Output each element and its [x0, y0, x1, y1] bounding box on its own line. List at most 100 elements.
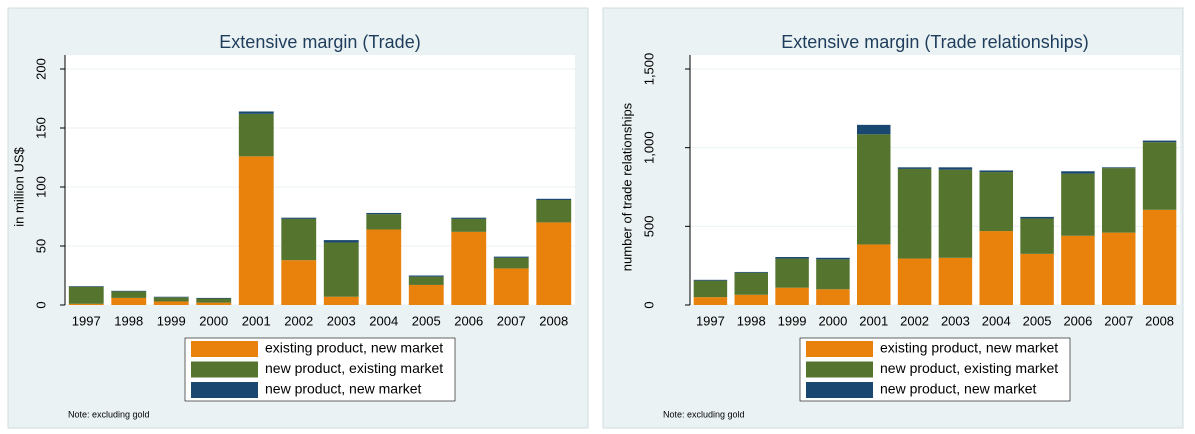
note: Note: excluding gold [663, 409, 745, 419]
bar-segment [408, 276, 444, 285]
bar-segment [366, 212, 402, 215]
y-tick-label: 200 [33, 58, 48, 80]
bar-segment [281, 218, 317, 261]
bar-segment [1020, 218, 1054, 254]
y-axis-title: in million US$ [11, 146, 26, 226]
legend-swatch [191, 341, 258, 357]
x-tick-label: 2007 [497, 313, 526, 328]
bar-segment [693, 297, 728, 305]
x-tick-label: 2000 [818, 313, 847, 328]
bar-segment [938, 169, 973, 258]
legend-swatch [191, 382, 258, 398]
bar-segment [408, 275, 444, 277]
bar-segment [196, 297, 232, 299]
x-tick-label: 2006 [1063, 313, 1092, 328]
bar-segment [897, 167, 932, 169]
bar-segment [1102, 168, 1136, 233]
legend-swatch [191, 361, 258, 378]
bar-segment [734, 294, 768, 305]
x-tick-label: 2004 [982, 313, 1011, 328]
x-tick-label: 2001 [859, 313, 888, 328]
y-tick-label: 1,000 [641, 131, 656, 164]
bar-segment [111, 297, 147, 305]
legend-label: new product, new market [880, 381, 1037, 397]
x-tick-label: 2000 [199, 313, 228, 328]
x-tick-label: 2002 [900, 313, 929, 328]
y-tick-label: 500 [641, 215, 656, 237]
bar-segment [111, 291, 147, 298]
bar-segment [153, 301, 189, 305]
bar-segment [238, 156, 274, 305]
x-tick-label: 2001 [242, 313, 271, 328]
bar-segment [323, 242, 359, 297]
x-tick-label: 2005 [1023, 313, 1052, 328]
bar-segment [1061, 235, 1095, 305]
bar-segment [693, 280, 728, 298]
bar-segment [68, 286, 104, 287]
bar-segment [775, 257, 809, 259]
bar-segment [196, 298, 232, 303]
bar-segment [734, 271, 768, 273]
note: Note: excluding gold [68, 409, 150, 419]
bar-segment [775, 258, 809, 288]
bar-segment [536, 198, 572, 200]
x-tick-label: 1997 [696, 313, 725, 328]
bar-segment [408, 284, 444, 305]
bar-segment [1061, 171, 1095, 174]
x-tick-label: 2004 [369, 313, 398, 328]
bar-segment [196, 302, 232, 305]
bar-segment [979, 231, 1013, 305]
bar-segment [816, 289, 850, 305]
y-tick-label: 0 [33, 301, 48, 308]
y-tick-label: 0 [641, 301, 656, 308]
x-tick-label: 1999 [778, 313, 807, 328]
bar-segment [857, 124, 891, 135]
bar-segment [493, 256, 529, 258]
legend-swatch [806, 382, 873, 398]
x-tick-label: 1999 [157, 313, 186, 328]
x-tick-label: 1998 [114, 313, 143, 328]
bar-segment [536, 222, 572, 305]
x-tick-label: 2008 [1145, 313, 1174, 328]
bar-segment [857, 244, 891, 305]
x-tick-label: 2003 [941, 313, 970, 328]
y-axis-title: number of trade relationships [619, 102, 634, 271]
bar-segment [68, 286, 104, 304]
bar-segment [979, 170, 1013, 173]
legend-label: existing product, new market [265, 340, 443, 356]
bar-segment [323, 296, 359, 305]
x-tick-label: 2002 [284, 313, 313, 328]
bar-segment [238, 113, 274, 157]
bar-segment [1102, 167, 1136, 169]
bar-segment [1142, 140, 1177, 143]
bar-segment [451, 217, 487, 219]
x-tick-label: 1997 [72, 313, 101, 328]
bar-segment [1142, 209, 1177, 305]
bar-segment [1061, 173, 1095, 236]
y-tick-label: 1,500 [641, 53, 656, 86]
bar-segment [323, 240, 359, 243]
bar-segment [816, 257, 850, 260]
y-tick-label: 50 [33, 239, 48, 253]
bar-segment [68, 303, 104, 305]
legend-label: new product, existing market [880, 360, 1058, 376]
bar-segment [938, 257, 973, 305]
legend-swatch [806, 341, 873, 357]
legend-label: new product, existing market [265, 360, 443, 376]
bar-segment [281, 217, 317, 219]
bar-segment [734, 272, 768, 295]
bar-segment [366, 229, 402, 305]
bar-segment [857, 134, 891, 245]
chart-title: Extensive margin (Trade) [219, 32, 420, 52]
bar-segment [938, 167, 973, 170]
y-tick-label: 150 [33, 117, 48, 139]
bar-segment [451, 218, 487, 232]
x-tick-label: 2006 [454, 313, 483, 328]
x-tick-label: 1998 [737, 313, 766, 328]
bar-segment [897, 258, 932, 305]
bar-segment [1102, 232, 1136, 305]
bar-segment [153, 296, 189, 298]
bar-segment [238, 111, 274, 114]
bar-segment [536, 199, 572, 223]
